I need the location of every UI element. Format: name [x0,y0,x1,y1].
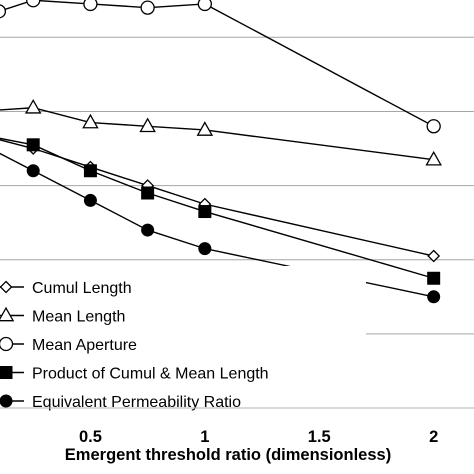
data-point [141,186,155,200]
legend-marker [0,336,14,352]
legend-marker [0,366,13,379]
legend-item: Cumul Length [0,280,132,297]
legend-item: Equivalent Permeability Ratio [0,394,241,411]
data-point [82,113,99,129]
data-point [83,164,97,178]
series-layer [0,0,442,304]
data-point [140,0,155,15]
series-mean-aperture [0,0,441,134]
series-line [0,107,434,161]
series-product-of-cumul-mean-length [0,137,441,285]
x-tick-label: 2 [429,428,438,446]
data-point [26,0,41,8]
data-point [427,290,441,304]
data-point [0,4,7,19]
legend-marker [0,306,15,322]
data-point [139,117,156,133]
data-point [198,242,212,256]
legend-marker [0,280,13,294]
series-mean-length [0,98,442,166]
data-point [427,249,441,263]
data-point [426,119,441,134]
legend-label: Equivalent Permeability Ratio [32,394,241,411]
legend-label: Product of Cumul & Mean Length [32,366,269,383]
data-point [196,121,214,136]
legend-label: Mean Aperture [32,337,137,354]
data-point [427,271,441,285]
data-point [83,0,98,12]
data-point [24,98,42,114]
legend: Cumul Length Mean Length Mean Aperture Prod… [0,280,269,411]
data-point [26,164,40,178]
x-tick-label: 1 [200,428,209,446]
series-line [0,139,434,257]
series-equivalent-permeability-ratio [0,152,441,304]
legend-item: Product of Cumul & Mean Length [0,366,269,383]
legend-marker [0,394,13,408]
legend-item: Mean Aperture [0,336,137,354]
data-point [26,138,40,152]
data-point [141,223,155,237]
legend-item: Mean Length [0,306,125,326]
x-ticks: 0.5 1 1.5 2 [79,428,438,446]
x-tick-label: 0.5 [79,428,102,446]
data-point [83,193,97,207]
legend-label: Cumul Length [32,280,132,297]
series-line [0,137,434,279]
data-point [197,0,212,12]
data-point [425,150,442,166]
legend-label: Mean Length [32,309,125,326]
x-axis-label: Emergent threshold ratio (dimensionless) [65,446,391,464]
x-tick-label: 1.5 [308,428,331,446]
legend-box [0,266,366,414]
data-point [198,205,212,219]
series-line [0,152,434,298]
legend-background [0,266,366,414]
